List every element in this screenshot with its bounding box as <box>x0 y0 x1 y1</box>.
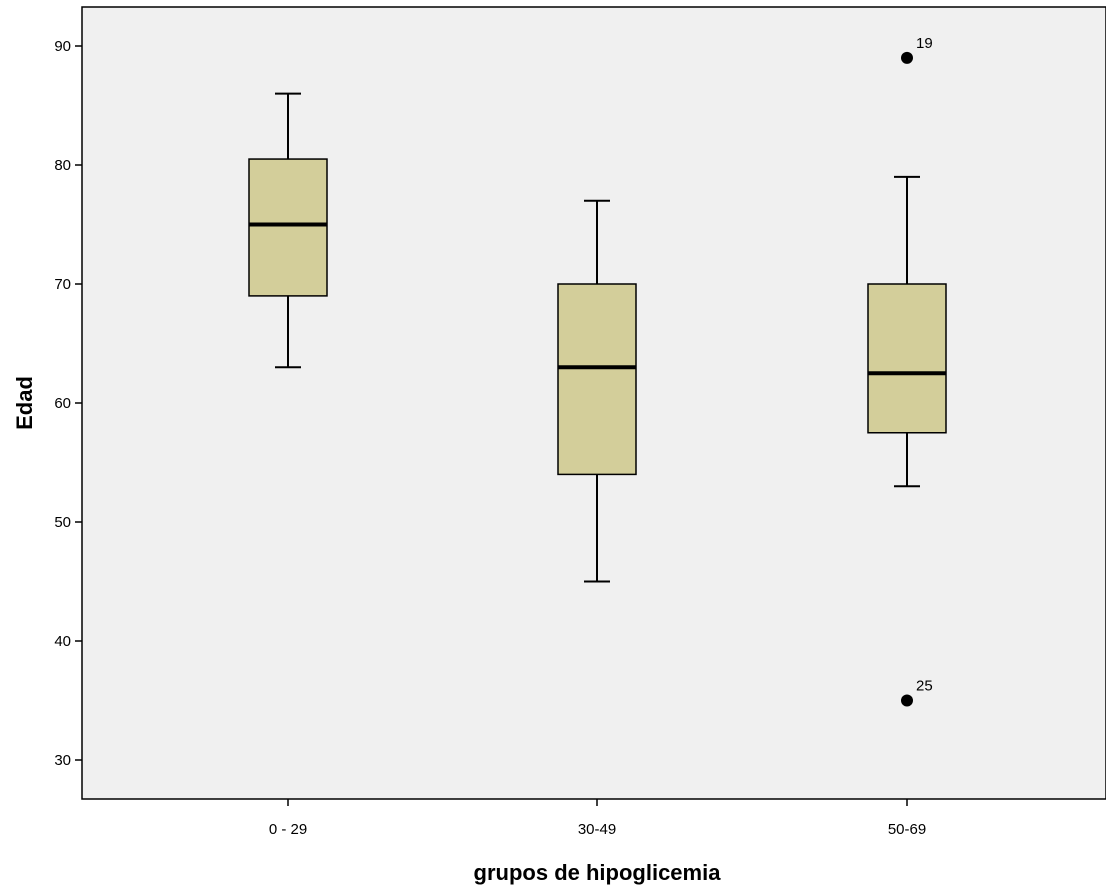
iqr-box <box>248 158 328 297</box>
y-tick-label: 70 <box>54 276 71 293</box>
y-tick-label: 30 <box>54 752 71 769</box>
box-2 <box>557 199 637 583</box>
y-tick-label: 60 <box>54 395 71 412</box>
x-tick-label: 30-49 <box>578 821 616 838</box>
outlier-label: 19 <box>916 35 933 52</box>
x-tick-label: 0 - 29 <box>269 821 307 838</box>
iqr-box <box>867 283 947 434</box>
outlier-point <box>901 694 913 707</box>
x-axis-title: grupos de hipoglicemia <box>474 860 722 885</box>
y-tick-label: 90 <box>54 38 71 55</box>
x-tick-label: 50-69 <box>888 821 926 838</box>
y-tick-label: 50 <box>54 514 71 531</box>
y-axis-title: Edad <box>12 376 37 430</box>
outlier-label: 25 <box>916 678 933 695</box>
x-axis: 0 - 29 30-49 50-69 <box>269 799 926 838</box>
y-tick-label: 80 <box>54 157 71 174</box>
outlier-point <box>901 51 913 64</box>
iqr-box <box>557 283 637 476</box>
y-tick-label: 40 <box>54 633 71 650</box>
box-1 <box>248 92 328 369</box>
y-axis: 30 40 50 60 70 80 90 <box>54 38 82 769</box>
